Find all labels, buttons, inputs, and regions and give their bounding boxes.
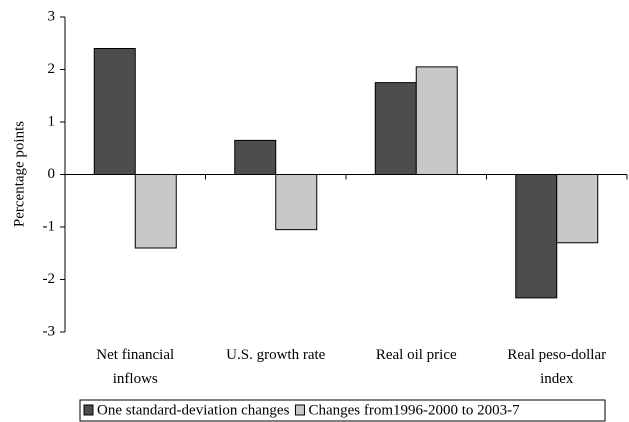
legend-swatch [294,404,305,416]
bar [515,174,558,299]
y-tick-label: 3 [48,8,56,24]
y-tick-label: -2 [43,271,56,287]
legend-label: One standard-deviation changes [97,402,290,418]
bar [234,139,277,175]
bar [556,174,599,244]
y-tick-label: 1 [48,113,56,129]
bar [374,82,417,175]
x-tick-label: Net financial inflows [96,347,174,387]
legend-box [79,399,606,422]
bar [275,174,318,231]
x-tick-label: Real peso-dollar index [507,347,606,387]
bar [415,66,458,175]
bar [134,174,177,249]
y-tick-label: 2 [48,61,56,77]
y-axis-label: Percentage points [11,121,27,227]
bar [93,48,136,175]
y-tick-label: -3 [43,323,56,339]
y-tick-label: 0 [48,166,56,182]
legend-label: Changes from1996-2000 to 2003-7 [308,402,520,418]
x-tick-label: Real oil price [376,347,457,363]
x-tick-label: U.S. growth rate [226,347,325,363]
y-tick-label: -1 [43,218,56,234]
legend-swatch [83,404,94,416]
